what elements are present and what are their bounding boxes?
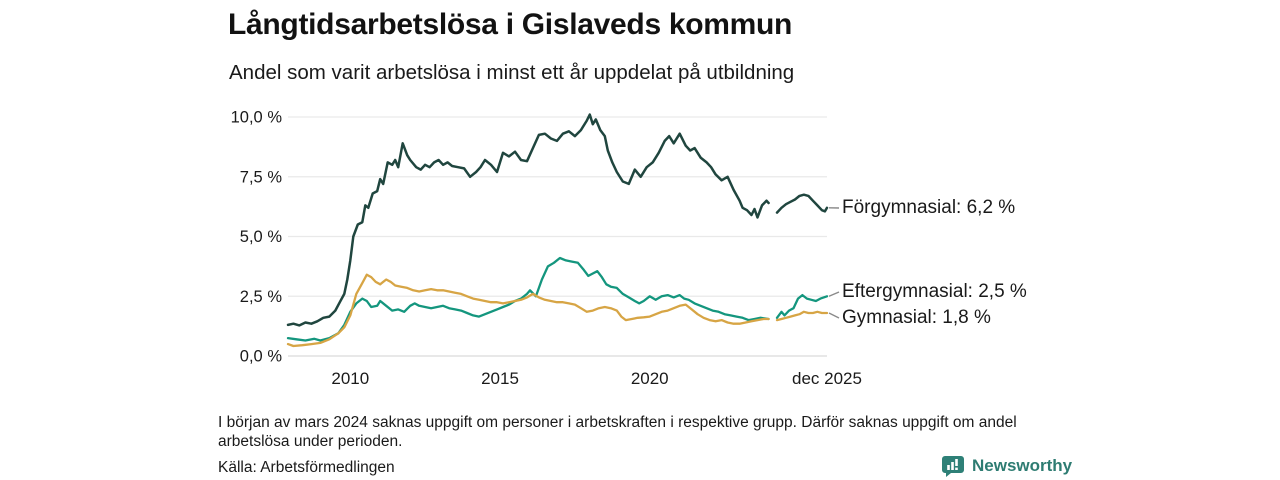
- newsworthy-wordmark: Newsworthy: [972, 456, 1073, 475]
- series-label-forgymnasial: Förgymnasial: 6,2 %: [842, 197, 1016, 218]
- newsworthy-icon: [942, 456, 964, 477]
- svg-text:5,0 %: 5,0 %: [240, 228, 283, 246]
- svg-text:7,5 %: 7,5 %: [240, 168, 283, 186]
- newsworthy-logo: Newsworthy: [941, 454, 1072, 478]
- source-label: Källa: Arbetsförmedlingen: [218, 459, 395, 476]
- svg-text:10,0 %: 10,0 %: [231, 109, 283, 127]
- svg-text:2015: 2015: [481, 369, 519, 388]
- series-label-eftergymnasial: Eftergymnasial: 2,5 %: [842, 281, 1027, 302]
- svg-text:dec 2025: dec 2025: [792, 369, 862, 388]
- svg-text:2020: 2020: [631, 369, 669, 388]
- page-subtitle: Andel som varit arbetslösa i minst ett å…: [229, 61, 795, 84]
- svg-text:0,0 %: 0,0 %: [240, 348, 283, 366]
- svg-text:2,5 %: 2,5 %: [240, 288, 283, 306]
- page-title: Långtidsarbetslösa i Gislaveds kommun: [228, 8, 793, 41]
- svg-text:2010: 2010: [331, 369, 369, 388]
- series-label-gymnasial: Gymnasial: 1,8 %: [842, 307, 991, 328]
- footnote: I början av mars 2024 saknas uppgift om …: [218, 414, 1017, 451]
